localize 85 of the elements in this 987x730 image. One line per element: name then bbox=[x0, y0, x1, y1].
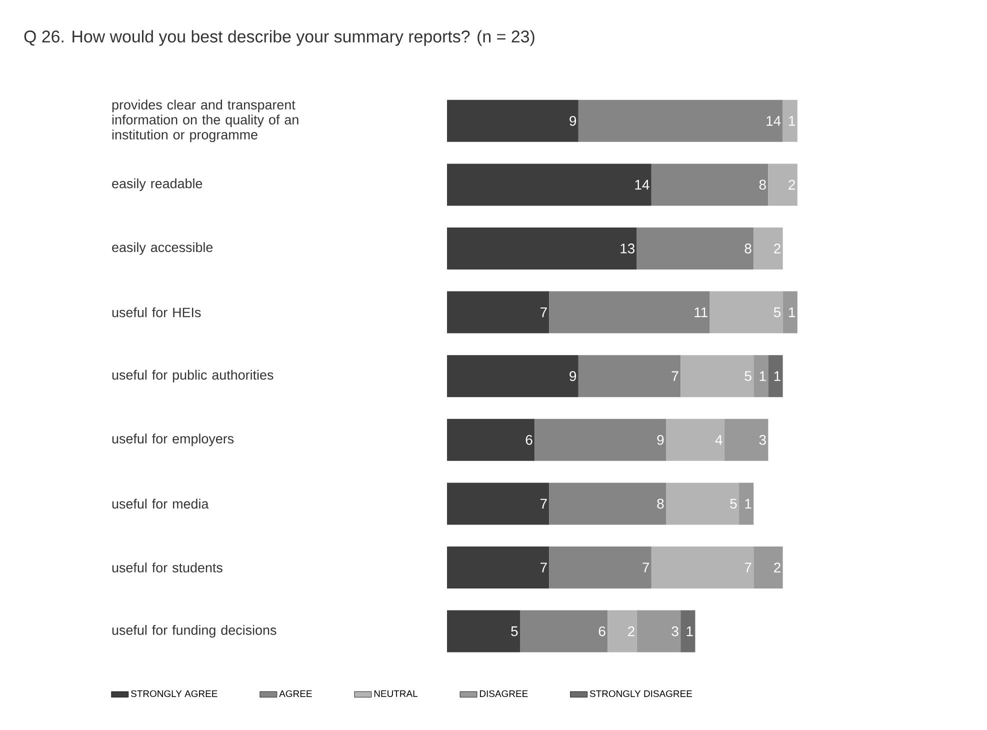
data-label: 8 bbox=[744, 244, 752, 254]
data-label: 1 bbox=[760, 371, 766, 381]
data-label: 3 bbox=[759, 434, 766, 445]
bar bbox=[447, 546, 550, 588]
data-label: 13 bbox=[620, 244, 634, 254]
data-label: 7 bbox=[744, 562, 752, 572]
data-label: 14 bbox=[766, 116, 781, 126]
text: Q 26. How would you best describe your summary reports? (n = 23) bbox=[24, 30, 534, 46]
y-tick-label: easily accessible bbox=[112, 242, 213, 255]
bar bbox=[608, 610, 637, 652]
bar bbox=[782, 291, 798, 334]
y-tick-label: provides clear and transparent information on the quality of an institution or programme bbox=[112, 100, 298, 142]
data-label: 4 bbox=[715, 435, 722, 445]
bar bbox=[578, 355, 681, 398]
bar bbox=[666, 418, 724, 461]
bar bbox=[754, 355, 768, 398]
bar bbox=[782, 100, 798, 142]
data-label: 8 bbox=[657, 498, 664, 509]
data-label: 1 bbox=[686, 626, 693, 636]
legend-label: STRONGLY DISAGREE bbox=[590, 690, 692, 698]
data-label: 3 bbox=[672, 626, 678, 636]
data-label: 2 bbox=[774, 562, 780, 572]
bar bbox=[680, 355, 754, 398]
data-label: 5 bbox=[511, 626, 518, 636]
data-label: 6 bbox=[526, 434, 532, 445]
bar bbox=[447, 610, 520, 652]
y-tick-label: useful for employers bbox=[112, 434, 234, 446]
data-label: 7 bbox=[672, 371, 678, 381]
bar bbox=[680, 610, 696, 652]
bar bbox=[754, 227, 783, 270]
bar bbox=[666, 482, 740, 525]
legend-label: STRONGLY AGREE bbox=[131, 690, 218, 698]
data-label: 1 bbox=[789, 308, 796, 318]
data-label: 1 bbox=[745, 498, 752, 508]
y-tick-label: useful for students bbox=[112, 562, 222, 572]
bar bbox=[447, 355, 578, 398]
bar bbox=[636, 610, 681, 652]
legend-label: NEUTRAL bbox=[374, 690, 418, 697]
bar bbox=[549, 482, 666, 525]
y-tick-label: easily readable bbox=[112, 178, 202, 191]
bar bbox=[768, 355, 783, 398]
data-label: 7 bbox=[642, 562, 650, 572]
data-label: 2 bbox=[774, 244, 780, 254]
bar bbox=[549, 546, 652, 588]
bar bbox=[724, 418, 768, 461]
bar bbox=[520, 610, 608, 652]
data-label: 2 bbox=[628, 626, 634, 636]
data-label: 7 bbox=[540, 498, 547, 508]
data-label: 14 bbox=[635, 180, 650, 190]
bar bbox=[549, 291, 710, 334]
legend-label: DISAGREE bbox=[480, 690, 528, 698]
data-label: 1 bbox=[789, 116, 796, 126]
bar bbox=[651, 164, 768, 206]
data-label: 7 bbox=[540, 562, 547, 572]
bar bbox=[447, 418, 535, 461]
bar bbox=[754, 546, 783, 588]
data-label: 9 bbox=[570, 116, 576, 126]
y-tick-label: useful for media bbox=[112, 498, 209, 509]
legend-label: AGREE bbox=[279, 690, 312, 698]
data-label: 11 bbox=[694, 308, 708, 318]
bar bbox=[534, 418, 666, 461]
bar bbox=[447, 100, 578, 142]
data-label: 9 bbox=[657, 434, 664, 445]
bar bbox=[739, 482, 754, 525]
data-label: 5 bbox=[744, 371, 752, 381]
bar bbox=[447, 227, 637, 270]
data-label: 8 bbox=[759, 180, 766, 190]
y-tick-label: useful for HEIs bbox=[112, 307, 201, 318]
bar bbox=[578, 100, 783, 142]
bar bbox=[447, 291, 550, 334]
bar bbox=[768, 164, 798, 206]
bar bbox=[447, 482, 550, 525]
data-label: 6 bbox=[598, 626, 606, 636]
data-label: 5 bbox=[730, 498, 737, 509]
y-tick-label: useful for public authorities bbox=[112, 370, 274, 382]
bar bbox=[710, 291, 783, 334]
data-label: 7 bbox=[540, 308, 547, 318]
bar bbox=[636, 227, 754, 270]
data-label: 5 bbox=[774, 307, 781, 318]
y-tick-label: useful for funding decisions bbox=[112, 625, 276, 638]
data-label: 2 bbox=[788, 180, 796, 190]
data-label: 1 bbox=[774, 371, 780, 381]
bar bbox=[651, 546, 754, 588]
data-label: 9 bbox=[570, 371, 576, 382]
bar bbox=[447, 164, 652, 206]
